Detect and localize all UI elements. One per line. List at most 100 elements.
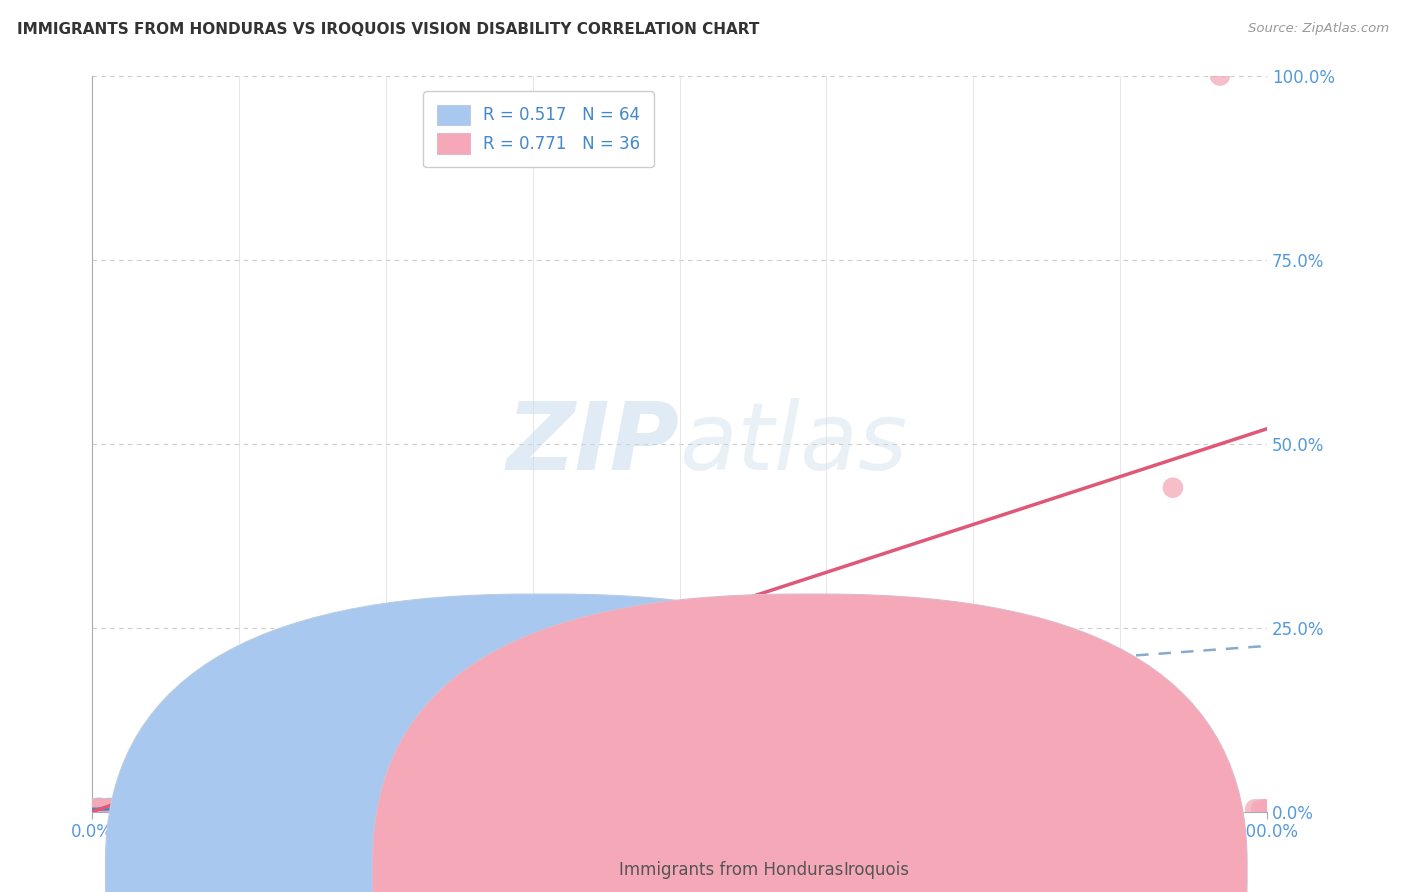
Point (89, 801, 111, 815)
Point (122, 802, 145, 816)
Point (139, 801, 162, 815)
Point (89, 802, 111, 816)
Point (107, 801, 129, 815)
Legend: R = 0.517   N = 64, R = 0.771   N = 36: R = 0.517 N = 64, R = 0.771 N = 36 (423, 91, 654, 167)
Point (104, 802, 127, 816)
Point (94, 801, 117, 815)
Point (269, 801, 291, 815)
Point (468, 734, 491, 748)
Point (103, 801, 125, 815)
Point (93, 803, 115, 817)
Point (163, 801, 186, 815)
Point (374, 800, 396, 814)
Point (97, 801, 120, 815)
Point (96, 802, 118, 816)
Point (103, 802, 125, 816)
Point (131, 802, 153, 816)
Point (668, 756, 690, 771)
Point (157, 746, 180, 760)
Point (1209, 69, 1232, 83)
Point (117, 801, 139, 815)
Point (87, 803, 110, 817)
Text: Source: ZipAtlas.com: Source: ZipAtlas.com (1249, 22, 1389, 36)
Point (84, 801, 107, 815)
Point (128, 801, 150, 815)
Point (89, 801, 111, 815)
Point (120, 801, 142, 815)
Point (1250, 802, 1272, 816)
Point (1253, 802, 1275, 816)
Point (138, 802, 160, 816)
Point (246, 802, 269, 816)
Point (114, 801, 136, 815)
Point (174, 760, 197, 774)
Text: IMMIGRANTS FROM HONDURAS VS IROQUOIS VISION DISABILITY CORRELATION CHART: IMMIGRANTS FROM HONDURAS VS IROQUOIS VIS… (17, 22, 759, 37)
Point (152, 801, 174, 815)
Point (1102, 802, 1125, 816)
Point (387, 802, 409, 816)
Point (125, 801, 148, 815)
Text: atlas: atlas (679, 398, 908, 489)
Point (111, 802, 134, 816)
Point (174, 801, 197, 815)
Point (90, 801, 112, 815)
Point (374, 802, 396, 816)
Point (100, 801, 122, 815)
Point (134, 801, 156, 815)
Point (328, 801, 350, 815)
Point (103, 801, 125, 815)
Point (716, 749, 738, 764)
Point (96, 801, 118, 815)
Point (83, 802, 105, 816)
Point (86, 801, 108, 815)
Text: Immigrants from Honduras: Immigrants from Honduras (619, 861, 844, 879)
Point (169, 802, 191, 816)
Point (209, 768, 232, 782)
Point (1244, 802, 1267, 816)
Point (91, 801, 114, 815)
Point (1139, 802, 1161, 816)
Point (316, 802, 339, 816)
Point (316, 801, 339, 815)
Point (125, 802, 148, 816)
Text: ZIP: ZIP (506, 398, 679, 490)
Point (142, 801, 165, 815)
Point (89, 802, 111, 816)
Point (233, 801, 256, 815)
Point (263, 802, 285, 816)
Point (187, 802, 209, 816)
Point (110, 801, 132, 815)
Point (193, 801, 215, 815)
Point (104, 801, 127, 815)
Point (139, 802, 162, 816)
Point (98, 802, 121, 816)
Point (105, 802, 128, 816)
Point (122, 801, 145, 815)
Point (114, 802, 136, 816)
Point (398, 734, 420, 748)
Point (90, 802, 112, 816)
Point (1161, 481, 1184, 495)
Point (112, 801, 135, 815)
Point (93, 802, 115, 816)
Point (387, 801, 409, 815)
Point (138, 801, 160, 815)
Point (93, 802, 115, 816)
Point (446, 756, 468, 771)
Point (82, 803, 104, 817)
Point (101, 802, 124, 816)
Point (83, 802, 105, 816)
Point (117, 802, 139, 816)
Point (86, 802, 108, 816)
Point (222, 802, 245, 816)
Text: Iroquois: Iroquois (844, 861, 910, 879)
Point (108, 802, 131, 816)
Point (118, 802, 141, 816)
Point (422, 716, 444, 731)
Point (1256, 802, 1278, 816)
Point (198, 802, 221, 816)
Point (110, 801, 132, 815)
Point (157, 802, 180, 816)
Point (333, 802, 356, 816)
Point (209, 801, 232, 815)
